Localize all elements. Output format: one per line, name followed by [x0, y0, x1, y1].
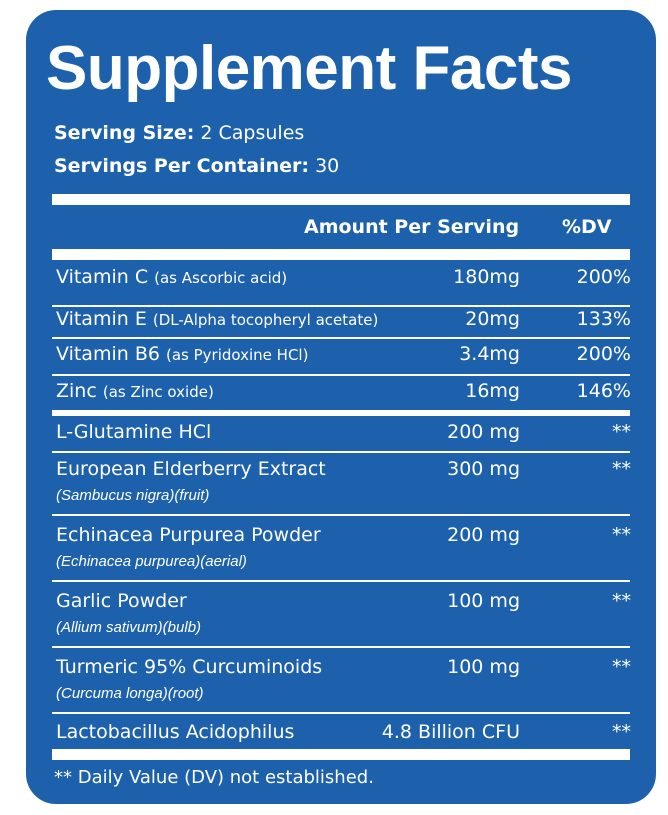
nutrient-amount: 3.4mg [459, 343, 520, 365]
ingredient-dv: ** [612, 590, 631, 612]
nutrient-name: Zinc (as Zinc oxide) [56, 380, 214, 402]
ingredient-name: Turmeric 95% Curcuminoids [56, 656, 323, 678]
ingredient-amount: 4.8 Billion CFU [381, 721, 520, 743]
serving-size-label: Serving Size: [54, 122, 195, 144]
nutrient-qualifier: (as Ascorbic acid) [154, 269, 288, 287]
ingredient-name: European Elderberry Extract [56, 458, 326, 480]
nutrient-name-text: Zinc [56, 380, 97, 402]
nutrient-name-text: Vitamin E [56, 308, 147, 330]
ingredient-dv: ** [612, 421, 631, 443]
servings-per-container-value: 30 [315, 155, 340, 177]
nutrient-amount: 16mg [465, 380, 520, 402]
nutrient-amount: 180mg [453, 266, 520, 288]
row-divider [52, 451, 630, 453]
nutrient-qualifier: (DL-Alpha tocopheryl acetate) [152, 311, 379, 329]
nutrient-amount: 20mg [465, 308, 520, 330]
ingredient-dv: ** [612, 721, 631, 743]
nutrient-name: Vitamin C (as Ascorbic acid) [56, 266, 287, 288]
serving-size-value: 2 Capsules [200, 122, 305, 144]
nutrient-name-text: Vitamin C [56, 266, 149, 288]
row-divider [52, 580, 630, 582]
row-divider [52, 305, 630, 307]
amount-per-serving-header: Amount Per Serving [304, 216, 520, 238]
nutrient-name-text: Vitamin B6 [56, 343, 160, 365]
header-bar [52, 249, 630, 260]
ingredient-name: Echinacea Purpurea Powder [56, 524, 321, 546]
ingredient-name: Garlic Powder [56, 590, 187, 612]
ingredient-source: (Echinacea purpurea)(aerial) [56, 553, 247, 570]
nutrient-dv: 200% [576, 343, 631, 365]
bottom-bar [52, 749, 630, 760]
ingredient-source: (Sambucus nigra)(fruit) [56, 487, 210, 504]
row-divider [52, 712, 630, 714]
ingredient-amount: 100 mg [447, 590, 520, 612]
ingredient-amount: 300 mg [447, 458, 520, 480]
ingredient-name: L-Glutamine HCl [56, 421, 212, 443]
serving-size: Serving Size: 2 Capsules [54, 120, 304, 146]
section-divider [52, 410, 630, 416]
dv-header: %DV [562, 216, 612, 238]
ingredient-dv: ** [612, 524, 631, 546]
ingredient-amount: 100 mg [447, 656, 520, 678]
footnote: ** Daily Value (DV) not established. [54, 767, 374, 788]
panel-title: Supplement Facts [46, 34, 573, 103]
ingredient-source: (Curcuma longa)(root) [56, 685, 204, 702]
row-divider [52, 374, 630, 376]
nutrient-dv: 200% [576, 266, 631, 288]
nutrient-dv: 146% [576, 380, 631, 402]
ingredient-amount: 200 mg [447, 524, 520, 546]
nutrient-qualifier: (as Zinc oxide) [102, 383, 214, 401]
ingredient-amount: 200 mg [447, 421, 520, 443]
ingredient-source: (Allium sativum)(bulb) [56, 619, 202, 636]
supplement-facts-panel: Supplement Facts Serving Size: 2 Capsule… [26, 10, 656, 804]
ingredient-dv: ** [612, 656, 631, 678]
nutrient-qualifier: (as Pyridoxine HCl) [166, 346, 309, 364]
nutrient-name: Vitamin B6 (as Pyridoxine HCl) [56, 343, 308, 365]
row-divider [52, 646, 630, 648]
ingredient-dv: ** [612, 458, 631, 480]
nutrient-dv: 133% [576, 308, 631, 330]
servings-per-container: Servings Per Container: 30 [54, 153, 339, 179]
ingredient-name: Lactobacillus Acidophilus [56, 721, 295, 743]
nutrient-name: Vitamin E (DL-Alpha tocopheryl acetate) [56, 308, 378, 330]
top-bar [52, 194, 630, 205]
row-divider [52, 514, 630, 516]
servings-per-container-label: Servings Per Container: [54, 155, 310, 177]
row-divider [52, 337, 630, 339]
